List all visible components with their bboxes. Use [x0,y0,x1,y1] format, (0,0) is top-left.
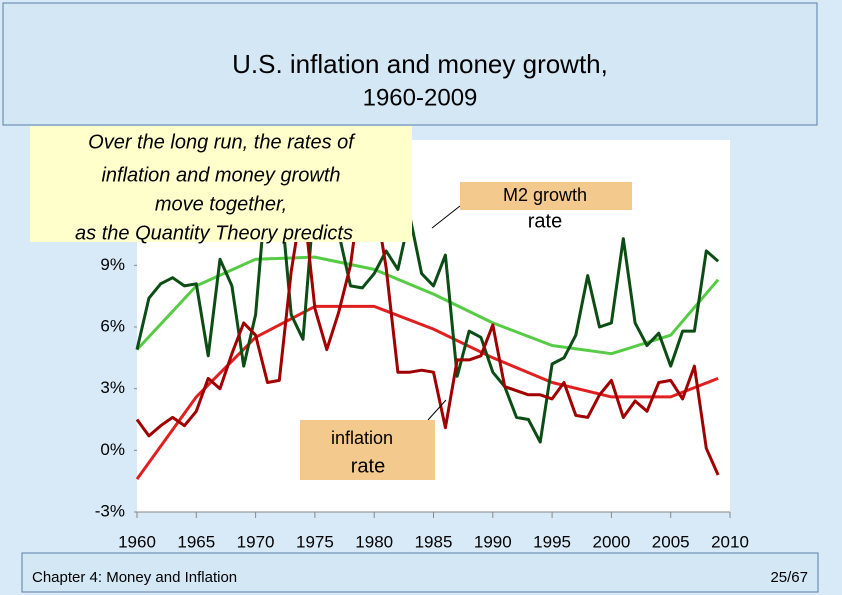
note: as the Quantity Theory predicts [75,222,353,244]
note: inflation and money growth [101,164,340,186]
line [135,304,719,480]
footer: Chapter 4: Money and Inflation [32,569,237,586]
note-box [30,126,412,242]
title: U.S. inflation and money growth, [232,49,608,79]
y-tick-label: 9% [100,255,125,274]
x-tick-label: 1965 [177,532,215,551]
line [135,255,720,356]
leader-line [431,205,461,229]
x-tick-label: 1960 [118,532,156,551]
y-tick-label: -3% [95,501,125,520]
footer-box [21,552,819,593]
x-tick-label: 1980 [355,532,393,551]
annotation-box [300,420,435,480]
y-tick-label: 3% [100,378,125,397]
note: move together, [155,193,287,215]
line [135,167,720,444]
annotation: rate [351,455,385,477]
x-tick-label: 1990 [474,532,512,551]
annotation: M2 growth [503,185,587,205]
title: 1960-2009 [363,84,478,111]
x-tick-label: 2005 [652,532,690,551]
title-box [2,2,818,126]
x-tick-label: 1985 [415,532,453,551]
annotation: inflation [331,428,393,448]
annotation: rate [528,210,562,232]
line [135,175,720,476]
x-tick-label: 2000 [592,532,630,551]
x-tick-label: 2010 [711,532,749,551]
note: Over the long run, the rates of [88,131,356,153]
x-tick-label: 1995 [533,532,571,551]
x-tick-label: 1975 [296,532,334,551]
y-tick-label: 6% [100,316,125,335]
leader-line [427,399,447,421]
page-number: 25/67 [770,569,808,586]
annotation-box [460,182,632,210]
x-tick-label: 1970 [237,532,275,551]
y-tick-label: 0% [100,440,125,459]
